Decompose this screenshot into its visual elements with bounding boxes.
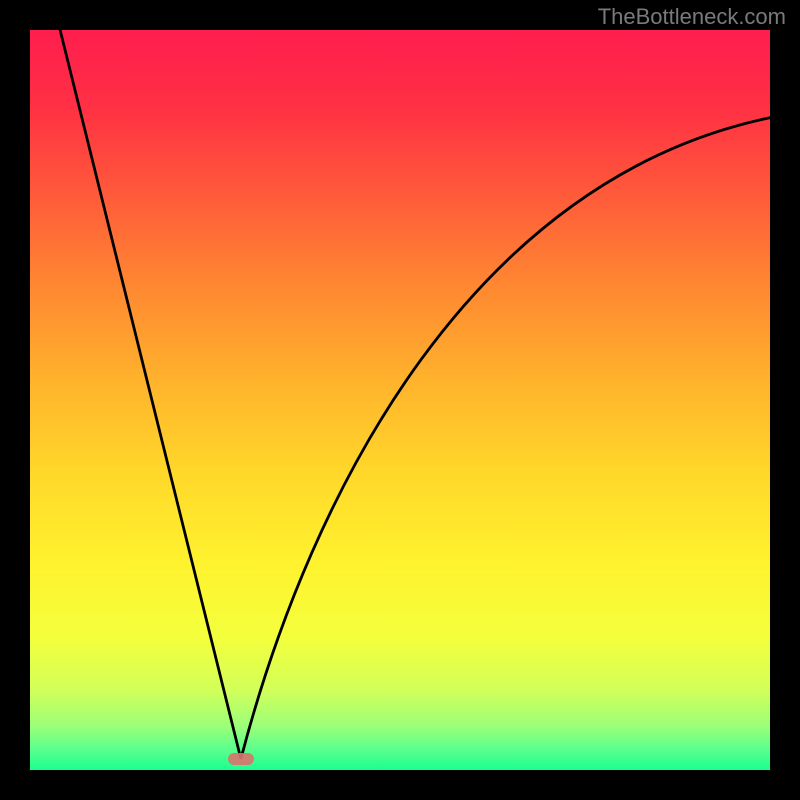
chart-container: TheBottleneck.com <box>0 0 800 800</box>
plot-area <box>30 30 770 770</box>
bottleneck-curve <box>60 30 770 759</box>
curve-svg <box>30 30 770 770</box>
notch-marker-pill <box>228 753 254 765</box>
notch-marker <box>228 753 254 765</box>
watermark-text: TheBottleneck.com <box>598 4 786 30</box>
